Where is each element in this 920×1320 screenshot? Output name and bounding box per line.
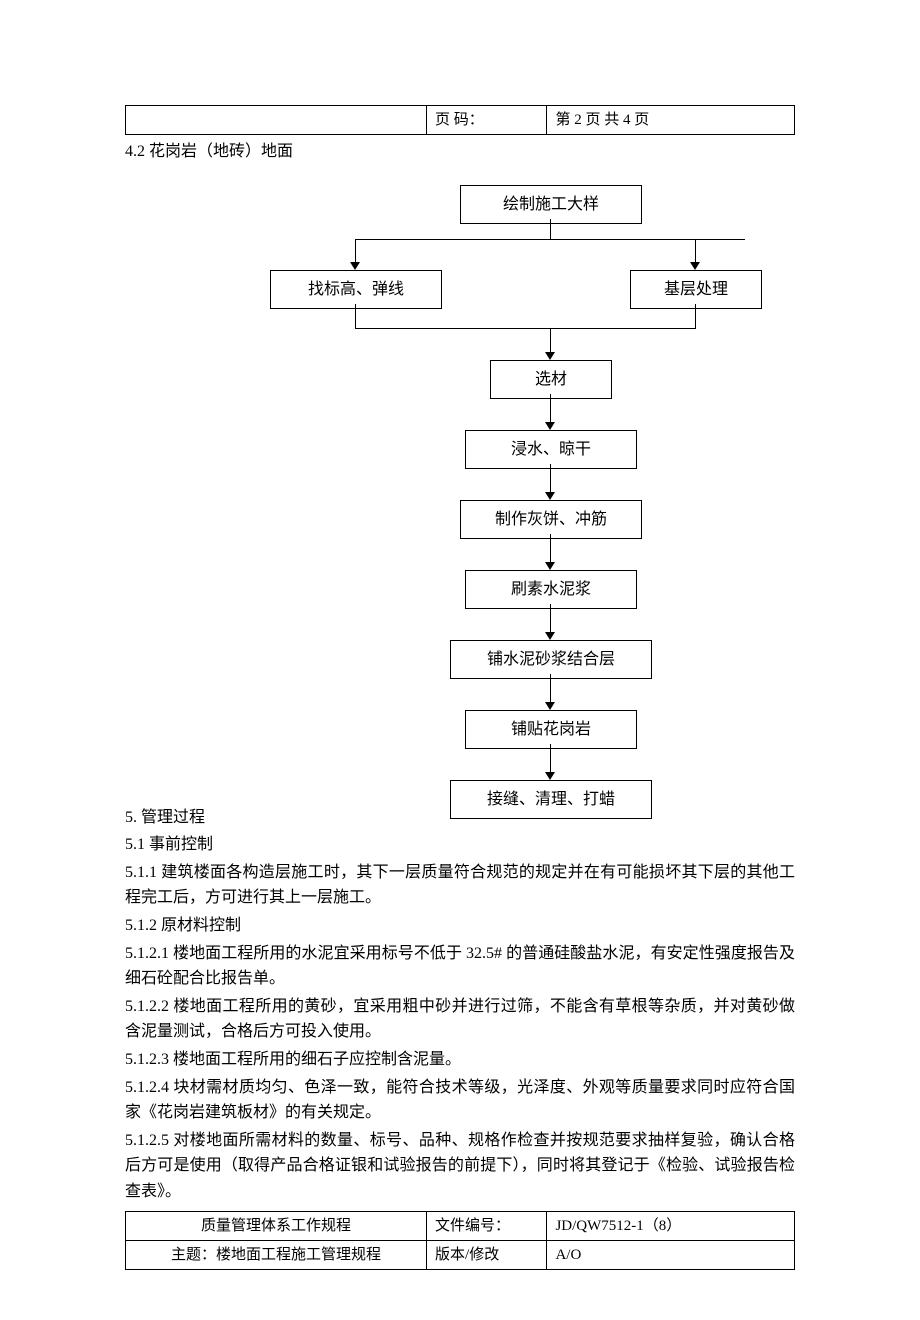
flow-edge (550, 674, 551, 702)
flow-edge (695, 239, 696, 262)
arrow-icon (545, 422, 555, 430)
footer-table: 质量管理体系工作规程 文件编号： JD/QW7512-1（8） 主题：楼地面工程… (125, 1211, 795, 1270)
flow-edge (550, 744, 551, 772)
arrow-icon (545, 352, 555, 360)
sec-5-1-2-3: 5.1.2.3 楼地面工程所用的细石子应控制含泥量。 (125, 1047, 795, 1073)
arrow-icon (690, 262, 700, 270)
sec-5-1: 5.1 事前控制 (125, 832, 795, 858)
arrow-icon (350, 262, 360, 270)
flow-edge (550, 534, 551, 562)
page-header-table: 页 码： 第 2 页 共 4 页 (125, 105, 795, 135)
flow-node-base-treat: 基层处理 (630, 270, 762, 310)
flow-edge (550, 328, 551, 352)
header-page-label: 页 码： (427, 106, 547, 135)
header-page-value: 第 2 页 共 4 页 (547, 106, 795, 135)
flow-edge (355, 304, 356, 328)
flow-edge (355, 328, 696, 329)
flow-node-find-level: 找标高、弹线 (270, 270, 442, 310)
body-text: 5. 管理过程 5.1 事前控制 5.1.1 建筑楼面各构造层施工时，其下一层质… (125, 805, 795, 1205)
arrow-icon (545, 702, 555, 710)
footer-r2c1: 主题：楼地面工程施工管理规程 (126, 1240, 427, 1269)
flow-node-lay-mortar: 铺水泥砂浆结合层 (450, 640, 652, 680)
sec-5-1-2: 5.1.2 原材料控制 (125, 913, 795, 939)
flow-node-lay-granite: 铺贴花岗岩 (465, 710, 637, 750)
arrow-icon (545, 772, 555, 780)
flow-node-soak-dry: 浸水、晾干 (465, 430, 637, 470)
flow-edge (550, 219, 551, 239)
sec-5-1-1: 5.1.1 建筑楼面各构造层施工时，其下一层质量符合规范的规定并在有可能损坏其下… (125, 860, 795, 911)
sec-5-1-2-2: 5.1.2.2 楼地面工程所用的黄砂，宜采用粗中砂并进行过筛，不能含有草根等杂质… (125, 994, 795, 1045)
arrow-icon (545, 492, 555, 500)
flow-node-joint-clean-wax: 接缝、清理、打蜡 (450, 780, 652, 820)
arrow-icon (545, 562, 555, 570)
sec-5-1-2-4: 5.1.2.4 块材需材质均匀、色泽一致，能符合技术等级，光泽度、外观等质量要求… (125, 1075, 795, 1126)
arrow-icon (545, 632, 555, 640)
footer-r1c3: JD/QW7512-1（8） (547, 1211, 795, 1240)
footer-r1c2: 文件编号： (427, 1211, 547, 1240)
flow-node-make-cake: 制作灰饼、冲筋 (460, 500, 642, 540)
flowchart: 绘制施工大样 找标高、弹线 基层处理 选材 浸水、晾干 制作灰饼、冲筋 刷素水泥… (200, 175, 720, 795)
footer-r1c1: 质量管理体系工作规程 (126, 1211, 427, 1240)
flow-edge (550, 394, 551, 422)
flow-node-draw-sample: 绘制施工大样 (460, 185, 642, 225)
header-blank (126, 106, 427, 135)
flow-node-select-material: 选材 (490, 360, 612, 400)
footer-r2c2: 版本/修改 (427, 1240, 547, 1269)
section-4-2-title: 4.2 花岗岩（地砖）地面 (125, 139, 795, 165)
sec-5-1-2-1: 5.1.2.1 楼地面工程所用的水泥宜采用标号不低于 32.5# 的普通硅酸盐水… (125, 941, 795, 992)
footer-r2c3: A/O (547, 1240, 795, 1269)
flow-edge (550, 604, 551, 632)
flow-edge (355, 239, 745, 240)
sec-5-1-2-5: 5.1.2.5 对楼地面所需材料的数量、标号、品种、规格作检查并按规范要求抽样复… (125, 1128, 795, 1205)
flow-edge (355, 239, 356, 262)
flow-node-brush-cement: 刷素水泥浆 (465, 570, 637, 610)
flow-edge (550, 464, 551, 492)
flow-edge (695, 304, 696, 328)
